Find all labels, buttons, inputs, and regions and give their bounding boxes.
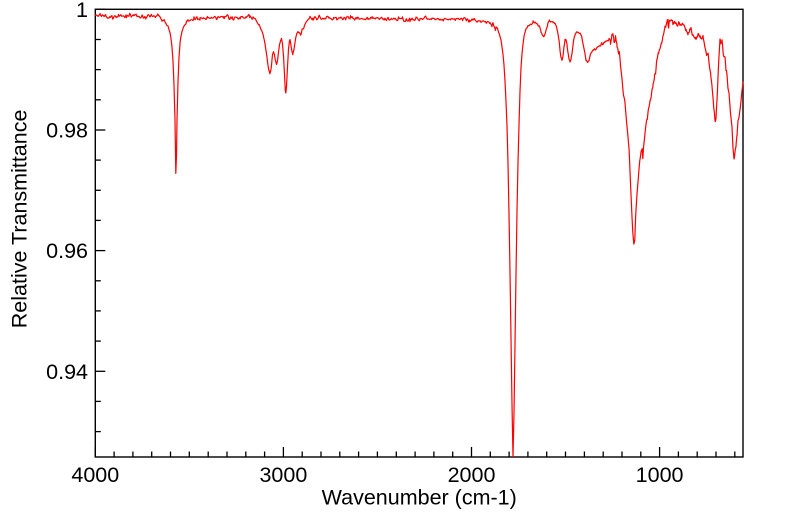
svg-text:1: 1 (76, 0, 88, 22)
svg-text:3000: 3000 (259, 463, 307, 487)
svg-text:0.94: 0.94 (46, 360, 88, 384)
svg-text:0.98: 0.98 (46, 119, 88, 143)
svg-text:4000: 4000 (71, 463, 119, 487)
svg-text:2000: 2000 (448, 463, 496, 487)
svg-text:Relative Transmittance: Relative Transmittance (8, 110, 32, 329)
svg-text:0.96: 0.96 (46, 239, 88, 263)
svg-text:1000: 1000 (636, 463, 684, 487)
svg-text:Wavenumber (cm-1): Wavenumber (cm-1) (322, 486, 517, 510)
